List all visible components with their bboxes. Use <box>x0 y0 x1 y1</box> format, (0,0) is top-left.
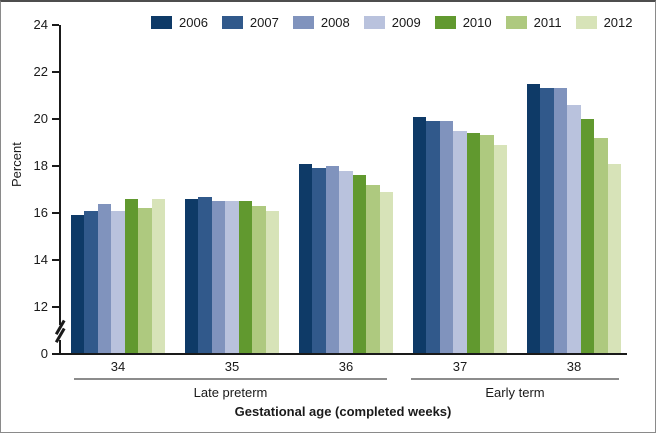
y-tick <box>52 212 59 214</box>
bar-2006-week-34 <box>70 215 85 354</box>
x-axis-line <box>59 353 627 355</box>
bar-2011-week-35 <box>252 205 266 354</box>
bar-2009-week-37 <box>453 130 467 354</box>
bar-2012-week-35 <box>265 210 280 354</box>
bar-2011-week-37 <box>480 135 494 354</box>
y-tick <box>52 71 59 73</box>
x-axis-title: Gestational age (completed weeks) <box>234 404 452 419</box>
legend-label: 2011 <box>533 15 562 30</box>
legend-swatch-icon <box>575 16 597 29</box>
bar-2009-week-36 <box>339 170 353 354</box>
y-tick-label: 16 <box>33 205 48 220</box>
legend-swatch-icon <box>221 16 243 29</box>
x-category-label-35: 35 <box>224 359 240 374</box>
y-axis-line <box>59 25 61 354</box>
legend-swatch-icon <box>151 16 172 29</box>
bar-2007-week-34 <box>84 210 98 354</box>
bar-2012-week-38 <box>607 163 622 354</box>
y-tick-label: 0 <box>40 346 48 361</box>
bar-2012-week-36 <box>379 191 394 354</box>
legend-item-2008: 2008 <box>292 15 350 30</box>
bar-2010-week-37 <box>466 133 481 354</box>
bar-2006-week-36 <box>298 163 313 354</box>
bar-2007-week-38 <box>540 88 554 354</box>
legend-swatch-icon <box>434 16 456 29</box>
bar-2008-week-37 <box>439 121 454 354</box>
legend-item-2012: 2012 <box>575 15 633 30</box>
bar-2008-week-36 <box>325 166 340 354</box>
bar-2011-week-36 <box>366 184 380 354</box>
bracket-label-late-preterm: Late preterm <box>193 385 268 400</box>
y-tick-label: 14 <box>33 252 48 267</box>
x-category-label-37: 37 <box>452 359 468 374</box>
legend-item-2010: 2010 <box>434 15 492 30</box>
x-category-label-36: 36 <box>338 359 354 374</box>
bar-2006-week-37 <box>412 116 427 354</box>
x-category-label-34: 34 <box>110 359 126 374</box>
bar-2008-week-34 <box>97 203 112 354</box>
bracket-label-early-term: Early term <box>485 385 545 400</box>
y-tick-label: 18 <box>33 158 48 173</box>
y-tick-label: 24 <box>33 17 48 32</box>
bar-2008-week-38 <box>553 88 568 354</box>
legend-swatch-icon <box>363 16 385 29</box>
y-tick-label: 20 <box>33 111 48 126</box>
bar-2007-week-36 <box>312 168 326 354</box>
bar-2011-week-38 <box>594 137 608 354</box>
y-tick <box>52 24 59 26</box>
legend-label: 2008 <box>320 15 350 30</box>
y-tick <box>52 118 59 120</box>
legend-item-2011: 2011 <box>505 15 562 30</box>
bar-2009-week-38 <box>567 104 581 354</box>
bar-2006-week-35 <box>184 198 199 354</box>
bar-2008-week-35 <box>211 201 226 354</box>
bar-2009-week-35 <box>225 201 239 354</box>
y-tick <box>52 353 59 355</box>
bar-2007-week-35 <box>198 196 212 354</box>
legend: 2006 2007 2008 2009 2010 2011 2012 <box>151 15 633 30</box>
legend-label: 2006 <box>179 15 208 30</box>
bar-2007-week-37 <box>426 121 440 354</box>
y-tick <box>52 165 59 167</box>
bar-2006-week-38 <box>526 83 541 354</box>
y-tick-label: 12 <box>33 299 48 314</box>
bar-2012-week-34 <box>151 198 166 354</box>
y-tick-label: 22 <box>33 64 48 79</box>
legend-item-2006: 2006 <box>151 15 208 30</box>
y-tick <box>52 259 59 261</box>
bar-2010-week-38 <box>580 119 595 354</box>
legend-label: 2010 <box>462 15 492 30</box>
legend-swatch-icon <box>505 16 527 29</box>
legend-label: 2009 <box>391 15 421 30</box>
plot-area: 0 12 14 16 18 20 22 24 <box>34 17 627 361</box>
bar-2009-week-34 <box>111 210 125 354</box>
bracket-line-early-term <box>411 378 619 380</box>
y-tick <box>52 306 59 308</box>
legend-label: 2012 <box>603 15 633 30</box>
bar-2010-week-34 <box>124 198 139 354</box>
legend-item-2009: 2009 <box>363 15 421 30</box>
legend-item-2007: 2007 <box>221 15 279 30</box>
bar-2011-week-34 <box>138 208 152 354</box>
bracket-line-late-preterm <box>74 378 387 380</box>
legend-label: 2007 <box>249 15 279 30</box>
bar-2010-week-35 <box>238 201 253 354</box>
legend-swatch-icon <box>292 16 314 29</box>
bar-2012-week-37 <box>493 144 508 354</box>
x-category-label-38: 38 <box>566 359 582 374</box>
bar-2010-week-36 <box>352 175 367 354</box>
